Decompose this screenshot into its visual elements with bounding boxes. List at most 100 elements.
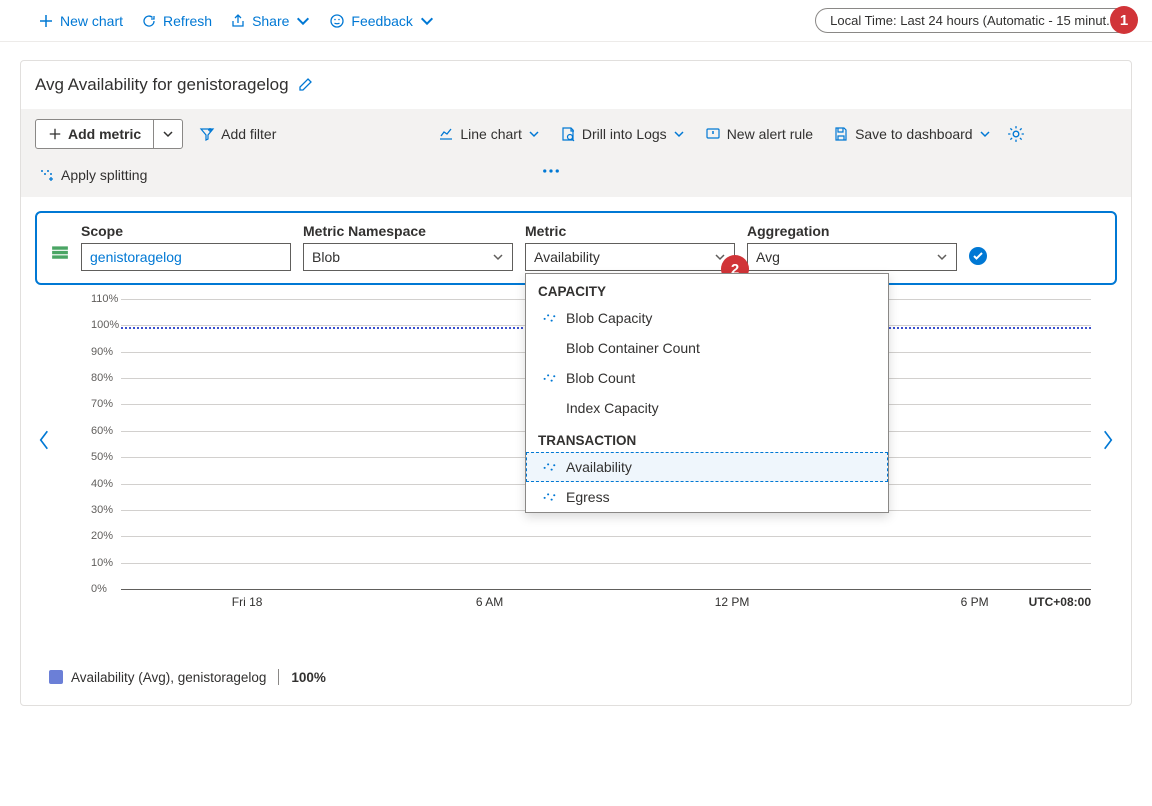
dropdown-item-availability[interactable]: Availability (526, 452, 888, 482)
drill-logs-label: Drill into Logs (582, 126, 667, 142)
chart-type-label: Line chart (460, 126, 521, 142)
chevron-down-icon (528, 128, 540, 140)
new-chart-button[interactable]: New chart (32, 9, 129, 33)
chevron-down-icon (936, 251, 948, 263)
chart-toolbar: Add metric Add filter Line chart Drill i… (21, 109, 1131, 197)
time-range-text: Local Time: Last 24 hours (Automatic - 1… (830, 13, 1117, 28)
apply-splitting-button[interactable]: Apply splitting (35, 163, 151, 187)
new-alert-label: New alert rule (727, 126, 813, 142)
dropdown-item-label: Blob Container Count (566, 340, 700, 356)
alert-icon (705, 126, 721, 142)
scope-field: Scope genistoragelog (81, 223, 291, 271)
metric-label: Metric (525, 223, 735, 239)
y-tick-label: 30% (91, 504, 113, 516)
y-tick-label: 20% (91, 530, 113, 542)
feedback-label: Feedback (351, 13, 412, 29)
save-dashboard-label: Save to dashboard (855, 126, 973, 142)
scope-input[interactable]: genistoragelog (81, 243, 291, 271)
dropdown-item-index-capacity[interactable]: Index Capacity (526, 393, 888, 423)
y-tick-label: 0% (91, 583, 107, 595)
metric-dropdown: CAPACITY Blob Capacity Blob Container Co… (525, 273, 889, 513)
dropdown-item-egress[interactable]: Egress (526, 482, 888, 512)
add-metric-label: Add metric (68, 126, 141, 142)
dropdown-item-label: Blob Capacity (566, 310, 652, 326)
more-icon[interactable] (541, 163, 561, 179)
chevron-down-icon (162, 128, 174, 140)
timezone-label: UTC+08:00 (1029, 595, 1091, 609)
legend-value: 100% (291, 670, 326, 685)
add-metric-chevron[interactable] (153, 120, 182, 148)
dropdown-item-label: Blob Count (566, 370, 635, 386)
save-dashboard-button[interactable]: Save to dashboard (829, 122, 995, 146)
filter-icon (199, 126, 215, 142)
dropdown-item-label: Index Capacity (566, 400, 659, 416)
split-icon (39, 167, 55, 183)
storage-resource-icon (51, 243, 69, 261)
metric-select[interactable]: Availability (525, 243, 735, 271)
chevron-down-icon (979, 128, 991, 140)
panel-title-row: Avg Availability for genistoragelog (21, 61, 1131, 109)
y-tick-label: 80% (91, 372, 113, 384)
top-toolbar: New chart Refresh Share Feedback Local T… (0, 0, 1152, 42)
legend-swatch (49, 670, 63, 684)
namespace-label: Metric Namespace (303, 223, 513, 239)
refresh-label: Refresh (163, 13, 212, 29)
panel-title-text: Avg Availability for genistoragelog (35, 75, 289, 95)
metric-value: Availability (534, 249, 600, 265)
metric-icon (542, 490, 556, 504)
namespace-select[interactable]: Blob (303, 243, 513, 271)
y-tick-label: 100% (91, 319, 119, 331)
y-tick-label: 50% (91, 451, 113, 463)
refresh-button[interactable]: Refresh (135, 9, 218, 33)
refresh-icon (141, 13, 157, 29)
dropdown-item-blob-count[interactable]: Blob Count (526, 363, 888, 393)
chevron-down-icon (419, 13, 435, 29)
dropdown-item-label: Availability (566, 459, 632, 475)
new-alert-button[interactable]: New alert rule (701, 122, 817, 146)
dropdown-item-blob-container-count[interactable]: Blob Container Count (526, 333, 888, 363)
scope-value: genistoragelog (90, 249, 182, 265)
smiley-icon (329, 13, 345, 29)
chart-prev-button[interactable] (37, 429, 51, 451)
chart-next-button[interactable] (1101, 429, 1115, 451)
add-filter-label: Add filter (221, 126, 276, 142)
feedback-button[interactable]: Feedback (323, 9, 440, 33)
y-tick-label: 90% (91, 346, 113, 358)
share-icon (230, 13, 246, 29)
x-tick-label: Fri 18 (232, 595, 263, 609)
dropdown-group-capacity: CAPACITY (526, 274, 888, 303)
annotation-badge-1: 1 (1110, 6, 1138, 34)
chevron-down-icon (492, 251, 504, 263)
metric-icon (542, 311, 556, 325)
metric-field: Metric Availability 3 CAPACITY Blob Capa… (525, 223, 735, 271)
namespace-field: Metric Namespace Blob 2 (303, 223, 513, 271)
time-range-selector[interactable]: Local Time: Last 24 hours (Automatic - 1… (815, 8, 1132, 33)
aggregation-select[interactable]: Avg (747, 243, 957, 271)
add-metric-group: Add metric (35, 119, 183, 149)
x-tick-label: 6 PM (961, 595, 989, 609)
line-chart-icon (438, 126, 454, 142)
chevron-down-icon (673, 128, 685, 140)
metric-query-bar: Scope genistoragelog Metric Namespace Bl… (35, 211, 1117, 285)
add-filter-button[interactable]: Add filter (195, 122, 280, 146)
drill-logs-button[interactable]: Drill into Logs (556, 122, 689, 146)
chart-type-button[interactable]: Line chart (434, 122, 543, 146)
dropdown-item-blob-capacity[interactable]: Blob Capacity (526, 303, 888, 333)
aggregation-value: Avg (756, 249, 780, 265)
y-tick-label: 60% (91, 425, 113, 437)
edit-icon[interactable] (297, 77, 313, 93)
save-icon (833, 126, 849, 142)
namespace-value: Blob (312, 249, 340, 265)
settings-icon[interactable] (1007, 125, 1025, 143)
add-metric-button[interactable]: Add metric (36, 120, 153, 148)
share-button[interactable]: Share (224, 9, 317, 33)
aggregation-label: Aggregation (747, 223, 957, 239)
dropdown-item-label: Egress (566, 489, 610, 505)
query-valid-icon (969, 247, 987, 265)
new-chart-label: New chart (60, 13, 123, 29)
legend-label: Availability (Avg), genistoragelog (71, 670, 266, 685)
y-tick-label: 10% (91, 557, 113, 569)
metrics-panel: Avg Availability for genistoragelog Add … (20, 60, 1132, 706)
x-tick-label: 6 AM (476, 595, 503, 609)
scope-label: Scope (81, 223, 291, 239)
